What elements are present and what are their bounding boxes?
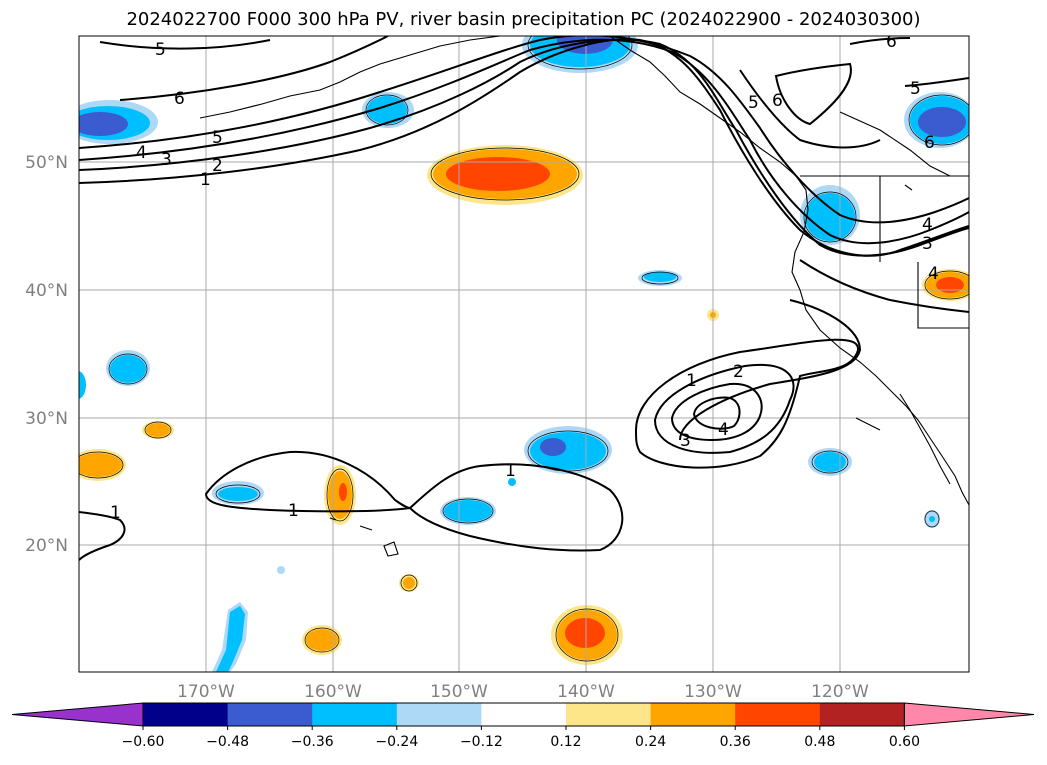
- contour-label: 5: [910, 79, 921, 99]
- lat-label: 30°N: [25, 409, 68, 429]
- coastlines: [199, 36, 969, 557]
- contour-label: 2: [212, 156, 223, 176]
- colorbar-segment: [312, 703, 398, 726]
- colorbar-segment: [227, 703, 313, 726]
- contour-label: 5: [155, 40, 166, 60]
- lat-label: 20°N: [25, 536, 68, 556]
- contour-label: 5: [748, 93, 759, 113]
- colorbar-segment: [396, 703, 482, 726]
- contour-label: 1: [686, 371, 697, 391]
- lon-label: 160°W: [304, 682, 362, 702]
- contour-label: 4: [922, 215, 933, 235]
- contour-label: 1: [110, 503, 121, 523]
- lon-label: 130°W: [684, 682, 742, 702]
- colorbar-frame: [142, 702, 905, 727]
- colorbar-tick-label: 0.60: [889, 734, 920, 750]
- contour-labels: 5 6 5 4 3 2 1 5 6 6 5 6 4 3 1 2 3 4 1 1 …: [110, 32, 939, 523]
- map-title: 2024022700 F000 300 hPa PV, river basin …: [126, 9, 921, 30]
- colorbar-extend-low: [11, 702, 144, 727]
- colorbar-segment: [819, 703, 905, 726]
- contour-label: 6: [886, 32, 897, 52]
- colorbar-tick-label: −0.60: [122, 734, 165, 750]
- colorbar-extend-high: [903, 702, 1035, 727]
- lon-label: 120°W: [811, 682, 869, 702]
- contour-label: 4: [718, 420, 729, 440]
- latitude-labels: 50°N 40°N 30°N 20°N: [25, 153, 68, 556]
- map-panel: 5 6 5 4 3 2 1 5 6 6 5 6 4 3 1 2 3 4 1 1 …: [79, 32, 969, 672]
- contour-label: 6: [174, 89, 185, 109]
- contour-label: 4: [136, 143, 147, 163]
- colorbar-tick-label: 0.48: [804, 734, 835, 750]
- lat-label: 50°N: [25, 153, 68, 173]
- map-frame: [78, 35, 970, 673]
- colorbar-segment: [566, 703, 652, 726]
- colorbar-tick-label: 0.12: [550, 734, 581, 750]
- contour-label: 2: [733, 362, 744, 382]
- longitude-labels: 170°W 160°W 150°W 140°W 130°W 120°W: [177, 682, 869, 702]
- colorbar: −0.60 −0.48 −0.36 −0.24 −0.12 0.12 0.24 0.36 0.4…: [11, 702, 1035, 750]
- contour-label: 3: [161, 150, 172, 170]
- lon-label: 150°W: [430, 682, 488, 702]
- colorbar-tick-label: 0.24: [635, 734, 666, 750]
- colorbar-segment: [735, 703, 821, 726]
- contour-label: 3: [922, 234, 933, 254]
- contour-label: 1: [505, 461, 516, 481]
- colorbar-tick-label: −0.48: [206, 734, 249, 750]
- contour-label: 6: [772, 91, 783, 111]
- colorbar-segment: [650, 703, 736, 726]
- lon-label: 140°W: [557, 682, 615, 702]
- pv-contours: [79, 36, 969, 561]
- contour-label: 1: [288, 501, 299, 521]
- contour-label: 3: [680, 431, 691, 451]
- graticule: [79, 36, 969, 672]
- colorbar-tick-label: 0.36: [720, 734, 751, 750]
- colorbar-tick-label: −0.24: [375, 734, 418, 750]
- colorbar-segment: [143, 703, 229, 726]
- lat-label: 40°N: [25, 281, 68, 301]
- shading-outlines: [79, 36, 969, 662]
- colorbar-tick-label: −0.36: [291, 734, 334, 750]
- contour-label: 1: [200, 170, 211, 190]
- contour-label: 6: [924, 133, 935, 153]
- colorbar-tick-label: −0.12: [460, 734, 503, 750]
- precip-pc-shading: [79, 36, 969, 672]
- contour-label: 5: [212, 128, 223, 148]
- contour-label: 4: [928, 264, 939, 284]
- lon-label: 170°W: [177, 682, 235, 702]
- colorbar-segment: [481, 703, 567, 726]
